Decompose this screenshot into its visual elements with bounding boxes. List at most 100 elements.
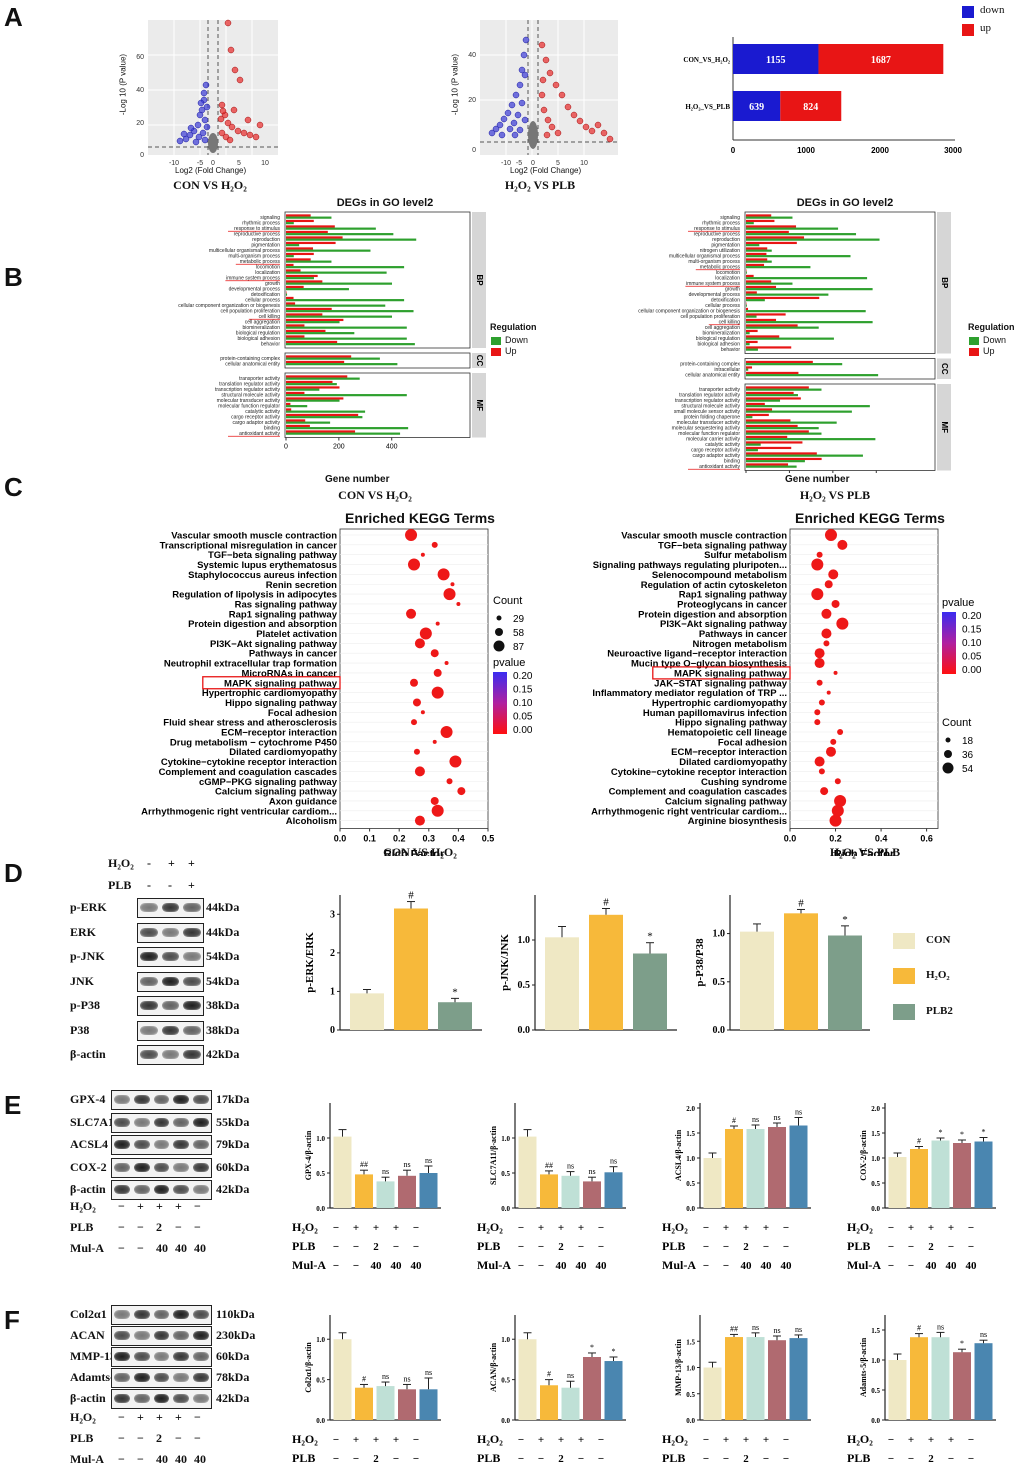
kegg-dot bbox=[837, 539, 848, 550]
go-bar-up bbox=[746, 241, 797, 245]
kegg-dot bbox=[831, 599, 840, 608]
bars-e-y-label: ACSL4/β-actin bbox=[674, 1129, 683, 1181]
go-bar-up bbox=[746, 366, 753, 369]
go-bar-up bbox=[286, 313, 323, 316]
go-term-label: transcription regulator activity bbox=[215, 387, 281, 393]
bars-f-significance-mark: ns bbox=[773, 1326, 780, 1335]
go-bar-up bbox=[286, 307, 332, 311]
kegg-dot bbox=[825, 746, 836, 757]
e-kda-label: 42kDa bbox=[216, 1182, 250, 1196]
cond-value: 40 bbox=[741, 1260, 753, 1272]
f-band bbox=[193, 1394, 209, 1403]
cond-value: + bbox=[928, 1434, 934, 1446]
cond-value: + bbox=[743, 1222, 749, 1234]
bars-e-y-label: COX-2/β-actin bbox=[859, 1130, 868, 1181]
kegg-term-label: Proteoglycans in cancer bbox=[677, 599, 787, 610]
e-kda-label: 17kDa bbox=[216, 1092, 250, 1106]
go-term-label: behavior bbox=[721, 347, 741, 353]
go-bar-up bbox=[746, 457, 822, 461]
bars-e-bar bbox=[888, 1157, 907, 1208]
e-band bbox=[133, 1162, 150, 1172]
cond-value: − bbox=[518, 1434, 524, 1446]
d-kda-label: 54kDa bbox=[206, 973, 240, 988]
go-term-label: multicellular organismal process bbox=[209, 248, 281, 254]
go-bar-down bbox=[746, 282, 793, 285]
cond-label: PLB bbox=[477, 1239, 500, 1253]
cond-value: − bbox=[763, 1453, 769, 1465]
go-bar-down bbox=[746, 321, 873, 324]
go-bar-up bbox=[286, 247, 314, 250]
d-band bbox=[140, 1025, 158, 1035]
cond-value: 40 bbox=[391, 1260, 403, 1272]
d-chart: 0 1 2 3 p-ERK/ERK # * bbox=[304, 890, 482, 1036]
d-cond-value: + bbox=[168, 856, 175, 870]
cond-value: 40 bbox=[156, 1241, 168, 1255]
d-bar bbox=[545, 937, 579, 1030]
go-bar-up bbox=[286, 214, 311, 217]
cond-label: PLB bbox=[292, 1239, 315, 1253]
cond-label: H₂O₂ bbox=[292, 1220, 318, 1234]
go-term-label: developmental process bbox=[689, 292, 741, 298]
deg-tick: 2000 bbox=[871, 146, 889, 155]
kegg-term-label: Arrhythmogenic right ventricular cardiom… bbox=[591, 806, 787, 817]
kegg-count-label: 36 bbox=[962, 750, 974, 761]
kegg-term-label: Calcium signaling pathway bbox=[665, 796, 788, 807]
bars-f-significance-mark: # bbox=[362, 1374, 366, 1383]
kegg-term-label: MicroRNAs in cancer bbox=[241, 668, 337, 679]
e-blot-strip bbox=[111, 1135, 212, 1155]
cond-value: 40 bbox=[966, 1260, 978, 1272]
kegg-pvalue-tick: 0.00 bbox=[513, 725, 533, 736]
svg-text:5: 5 bbox=[237, 160, 241, 167]
kegg-term-label: Signaling pathways regulating pluripoten… bbox=[593, 560, 787, 571]
go-term-label: cargo receptor activity bbox=[691, 447, 740, 453]
e-band bbox=[153, 1117, 170, 1127]
bars-f-bar bbox=[583, 1357, 601, 1420]
deg-row-label: H₂O₂_VS_PLB bbox=[685, 103, 730, 111]
cond-value: 40 bbox=[781, 1260, 793, 1272]
bars-f-bar bbox=[398, 1389, 416, 1420]
go-bar-down bbox=[746, 293, 829, 296]
go-bar-up bbox=[286, 269, 301, 272]
go-bar-up bbox=[746, 452, 817, 455]
go-legend-down-swatch bbox=[491, 337, 501, 345]
go-bar-up bbox=[746, 252, 767, 256]
legend-con-label: CON bbox=[926, 934, 951, 946]
go-bar-down bbox=[286, 299, 405, 302]
go-bar-down bbox=[746, 310, 866, 313]
kegg-term-label: Arrhythmogenic right ventricular cardiom… bbox=[141, 806, 337, 817]
cond-value: − bbox=[598, 1434, 604, 1446]
cond-value: + bbox=[743, 1434, 749, 1446]
go-bar-down bbox=[746, 394, 798, 397]
go-legend-down-swatch bbox=[969, 337, 979, 345]
bars-e-y-tick-label: 2.0 bbox=[871, 1105, 880, 1113]
cond-value: 40 bbox=[194, 1452, 206, 1466]
go-term-label: biomineralization bbox=[702, 330, 740, 336]
go-group-strip bbox=[472, 353, 486, 368]
kegg-term-label: ECM−receptor interaction bbox=[671, 747, 787, 758]
bars-e-y-tick-label: 1.0 bbox=[316, 1135, 325, 1143]
go-term-label: locomotion bbox=[716, 270, 740, 276]
bars-e-significance-mark: # bbox=[732, 1116, 736, 1125]
cond-value: + bbox=[723, 1222, 729, 1234]
bars-f-y-tick-label: 1.5 bbox=[871, 1327, 880, 1335]
d-blot-strip bbox=[137, 1020, 204, 1041]
f-band bbox=[173, 1310, 190, 1319]
go-term-label: rhythmic process bbox=[242, 220, 280, 226]
bars-e-y-tick-label: 1.0 bbox=[686, 1155, 695, 1163]
go-term-label: signaling bbox=[260, 215, 280, 221]
go-bar-down bbox=[286, 238, 417, 241]
legend-plb2-label: PLB2 bbox=[926, 1005, 953, 1017]
bars-e-y-label: SLC7A11/β-actin bbox=[489, 1126, 498, 1185]
d-significance-mark: * bbox=[647, 931, 653, 943]
cond-value: − bbox=[783, 1241, 789, 1253]
go-bar-up bbox=[746, 307, 749, 311]
go-bar-down bbox=[746, 315, 757, 318]
cond-value: + bbox=[393, 1434, 399, 1446]
go-term-label: biological regulation bbox=[696, 336, 740, 342]
go-bar-down bbox=[286, 282, 393, 285]
panel-label-d: D bbox=[4, 858, 23, 888]
cond-value: − bbox=[118, 1241, 125, 1255]
go-bar-down bbox=[746, 399, 781, 402]
go-bar-up bbox=[746, 391, 794, 395]
kegg-dot bbox=[437, 568, 450, 581]
